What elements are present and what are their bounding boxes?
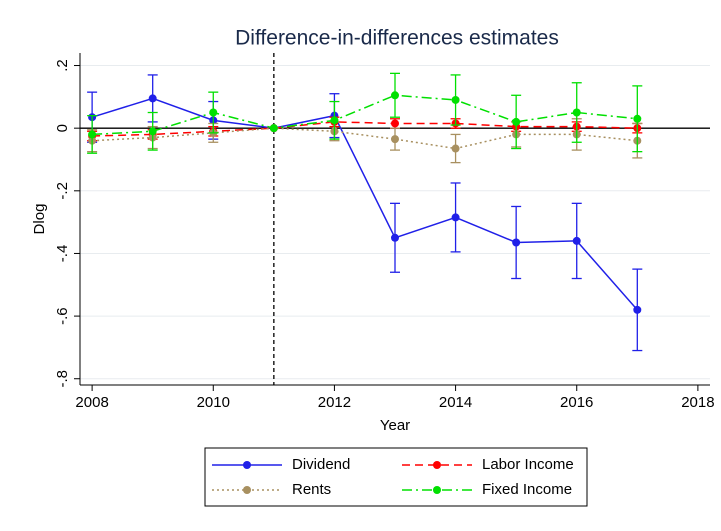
data-point <box>148 127 157 136</box>
legend-marker <box>243 486 251 494</box>
data-point <box>391 135 399 144</box>
legend-label: Fixed Income <box>482 481 572 498</box>
legend-marker <box>433 486 441 494</box>
data-point <box>572 108 581 117</box>
data-point <box>572 236 581 245</box>
x-tick-label: 2016 <box>560 394 593 411</box>
legend-label: Rents <box>292 481 331 498</box>
x-tick-label: 2014 <box>439 394 472 411</box>
data-point <box>391 91 399 100</box>
data-point <box>148 94 157 103</box>
legend-label: Dividend <box>292 456 350 473</box>
y-axis-label: Dlog <box>31 204 48 235</box>
x-tick-label: 2018 <box>681 394 714 411</box>
data-point <box>451 95 460 104</box>
y-tick-label: -.4 <box>54 245 71 263</box>
x-tick-label: 2010 <box>197 394 230 411</box>
data-point <box>512 238 521 247</box>
y-tick-label: -.6 <box>54 307 71 325</box>
data-point <box>451 144 460 153</box>
y-tick-label: -.2 <box>54 182 71 200</box>
series-line <box>92 127 638 150</box>
data-point <box>633 305 642 314</box>
legend-marker <box>433 461 441 469</box>
data-point <box>451 213 460 222</box>
x-tick-label: 2012 <box>318 394 351 411</box>
data-point <box>88 130 97 139</box>
y-tick-label: 0 <box>54 124 71 132</box>
x-axis-label: Year <box>380 417 410 434</box>
data-point <box>269 124 278 133</box>
data-point <box>512 117 521 126</box>
chart-title: Difference-in-differences estimates <box>235 27 559 50</box>
series-line <box>92 121 638 137</box>
series-line <box>92 94 638 136</box>
legend-marker <box>243 461 251 469</box>
y-tick-label: .2 <box>54 59 71 72</box>
x-tick-label: 2008 <box>75 394 108 411</box>
series-line <box>91 97 638 311</box>
legend-label: Labor Income <box>482 456 574 473</box>
data-point <box>209 108 218 117</box>
y-tick-label: -.8 <box>54 370 71 388</box>
data-point <box>633 114 642 123</box>
data-point <box>391 119 399 128</box>
data-point <box>391 233 399 242</box>
legend-box <box>204 447 588 507</box>
data-point <box>330 116 339 125</box>
